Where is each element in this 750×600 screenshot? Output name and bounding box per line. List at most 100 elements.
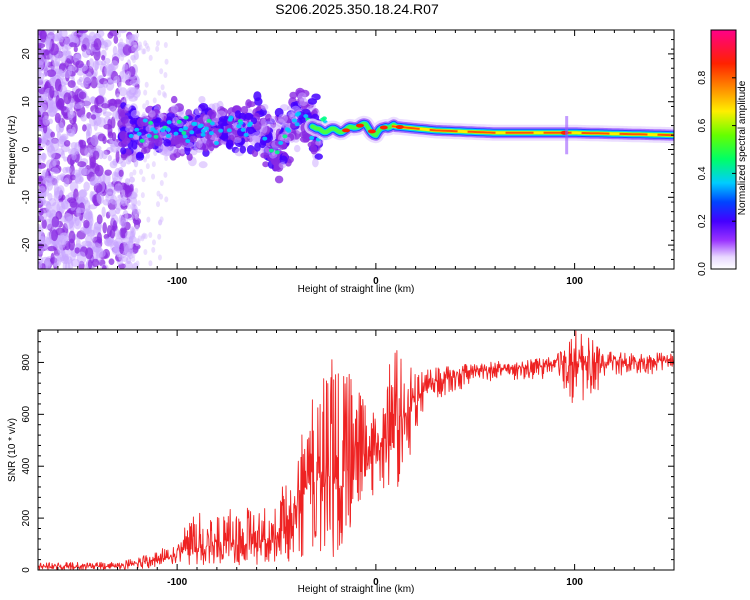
spectrogram-noise-blob [107, 99, 117, 105]
spectrogram-noise-blob [148, 54, 153, 61]
spectrogram-noise-blob [76, 237, 81, 251]
spectrogram-noise-blob [104, 63, 113, 77]
spectrogram-energy-blob [312, 158, 319, 168]
spectrogram-noise-blob [136, 208, 141, 215]
spectrogram-peak-spot [136, 131, 142, 136]
spectrogram-noise-blob [117, 31, 122, 38]
spectrogram-noise-blob [107, 155, 112, 162]
spectrogram-energy-blob [130, 109, 141, 119]
spectrogram-peak-spot [189, 130, 195, 135]
spectrogram-noise-blob [63, 92, 72, 105]
spectrogram-energy-blob [299, 136, 310, 143]
spectrogram-noise-blob [41, 137, 48, 144]
spectrogram-noise-blob [38, 224, 42, 231]
spectrogram-noise-blob [76, 251, 87, 265]
spectrogram-energy-blob [233, 137, 242, 144]
spectrogram-noise-blob [76, 195, 83, 204]
spectrogram-noise-blob [38, 137, 43, 145]
spectrogram-noise-blob [114, 183, 123, 194]
snr-x-tick-label: -100 [167, 577, 187, 588]
spectrogram-y-tick-label: 20 [21, 48, 32, 60]
spectrogram-noise-blob [83, 219, 90, 229]
spectrogram-noise-blob [133, 41, 138, 48]
spectrogram-x-tick-label: 0 [373, 276, 379, 287]
spectrogram-hot-spot [355, 123, 364, 128]
spectrogram-noise-blob [108, 105, 117, 112]
spectrogram-energy-blob [198, 161, 208, 169]
spectrogram-noise-blob [130, 87, 135, 94]
spectrogram-energy-blob [254, 142, 261, 152]
spectrogram-noise-blob [129, 79, 139, 86]
spectrogram-noise-blob [47, 192, 53, 201]
spectrogram-noise-blob [45, 211, 52, 218]
snr-x-tick-label: 0 [373, 577, 379, 588]
spectrogram-energy-blob [170, 104, 179, 114]
snr-y-tick-label: 400 [21, 457, 32, 474]
spectrogram-noise-blob [111, 171, 118, 183]
spectrogram-noise-blob [113, 35, 119, 44]
spectrogram-noise-blob [135, 53, 140, 60]
spectrogram-noise-blob [133, 158, 139, 168]
spectrogram-noise-blob [143, 156, 148, 163]
spectrogram-noise-blob [101, 54, 106, 61]
spectrogram-peak-spot [200, 129, 206, 134]
spectrogram-noise-blob [50, 131, 56, 138]
spectrogram-hot-spot [395, 124, 404, 129]
spectrogram-noise-blob [38, 54, 45, 66]
spectrogram-noise-blob [95, 111, 101, 119]
spectrogram-noise-blob [71, 153, 77, 161]
spectrogram-noise-blob [116, 208, 121, 215]
spectrogram-noise-blob [75, 60, 84, 69]
spectrogram-noise-blob [143, 89, 148, 96]
spectrogram-noise-blob [42, 115, 50, 126]
spectrogram-noise-blob [110, 194, 118, 205]
spectrogram-x-label: Height of straight line (km) [298, 284, 415, 295]
spectrogram-noise-blob [96, 214, 103, 225]
spectrogram-energy-blob [159, 130, 168, 139]
spectrogram-noise-blob [38, 65, 42, 73]
spectrogram-noise-blob [125, 199, 130, 206]
colorbar-tick-label: 0.4 [697, 166, 708, 180]
snr-plot-area [38, 330, 674, 570]
spectrogram-noise-blob [95, 95, 105, 105]
spectrogram-noise-blob [145, 152, 150, 159]
spectrogram-noise-blob [124, 231, 134, 239]
spectrogram-noise-blob [135, 32, 140, 39]
spectrogram-peak-spot [226, 128, 232, 133]
spectrogram-noise-blob [103, 237, 112, 247]
colorbar-tick-label: 0.8 [697, 70, 708, 84]
spectrogram-x-tick-label: 100 [566, 276, 583, 287]
spectrogram-noise-blob [136, 200, 141, 207]
spectrogram-peak-spot [208, 131, 214, 136]
spectrogram-noise-blob [155, 40, 160, 47]
spectrogram-noise-blob [138, 44, 143, 51]
spectrogram-noise-blob [159, 68, 164, 75]
spectrogram-noise-blob [38, 195, 46, 205]
spectrogram-noise-blob [66, 128, 75, 137]
spectrogram-noise-blob [58, 37, 64, 43]
spectrogram-noise-blob [59, 135, 67, 143]
spectrogram-noise-blob [112, 220, 118, 231]
spectrogram-noise-blob [136, 238, 141, 245]
spectrogram-noise-blob [51, 229, 58, 242]
spectrogram-peak-spot [218, 128, 224, 133]
colorbar-tick-label: 0.6 [697, 118, 708, 132]
spectrogram-peak-spot [206, 118, 212, 123]
spectrogram-energy-blob [206, 138, 213, 148]
spectrogram-noise-blob [57, 185, 65, 196]
spectrogram-noise-blob [55, 94, 60, 107]
spectrogram-peak-spot [160, 128, 166, 133]
spectrogram-peak-spot [320, 117, 326, 122]
spectrogram-noise-blob [134, 213, 139, 220]
spectrogram-noise-blob [78, 91, 87, 100]
spectrogram-noise-blob [130, 45, 141, 52]
spectrogram-noise-blob [126, 251, 131, 258]
spectrogram-noise-blob [142, 103, 147, 110]
spectrogram-noise-blob [85, 247, 94, 260]
spectrogram-noise-blob [103, 123, 113, 130]
spectrogram-noise-blob [101, 60, 107, 66]
spectrogram-noise-blob [105, 183, 115, 195]
spectrogram-noise-blob [110, 60, 119, 71]
spectrogram-peak-spot [243, 132, 249, 137]
